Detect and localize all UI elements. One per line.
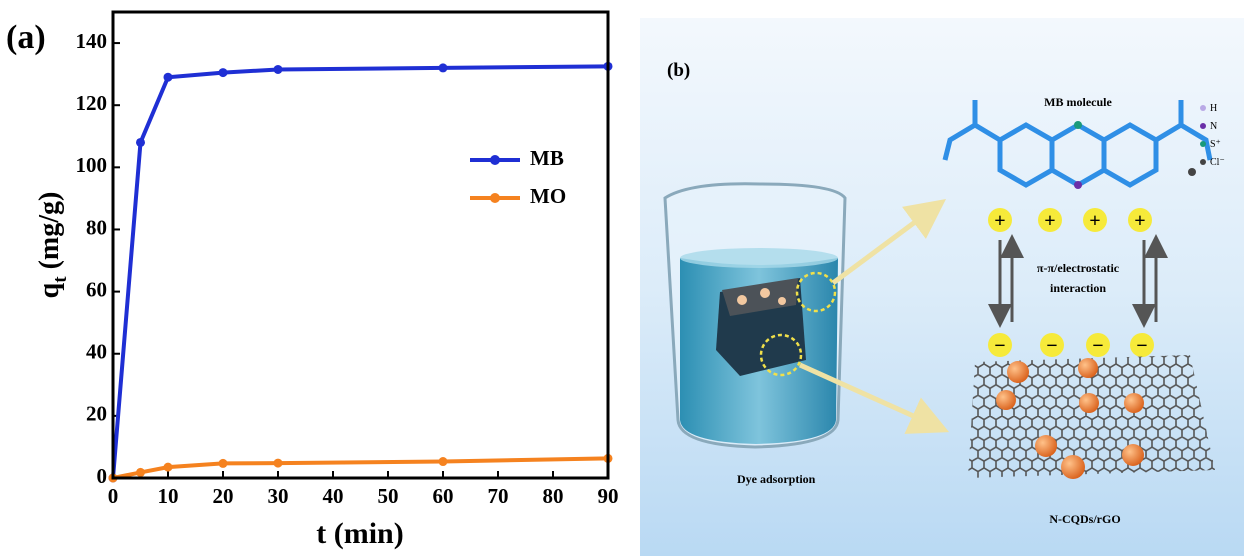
legend-text: Cl⁻ bbox=[1210, 157, 1225, 168]
legend-label: MO bbox=[530, 184, 566, 208]
figure: (a) t (min) qt (mg/g) 020406080100120140… bbox=[0, 0, 1244, 556]
molecule-title: MB molecule bbox=[1044, 95, 1112, 109]
x-tick-label: 10 bbox=[158, 484, 179, 508]
x-tick-label: 60 bbox=[433, 484, 454, 508]
series-line bbox=[113, 66, 608, 478]
panel-label: (a) bbox=[6, 19, 46, 56]
material-label: N-CQDs/rGO bbox=[1049, 512, 1120, 526]
y-tick-label: 120 bbox=[76, 91, 108, 115]
y-tick-label: 20 bbox=[86, 402, 107, 426]
charge-sign: − bbox=[1092, 335, 1103, 357]
y-tick-label: 80 bbox=[86, 215, 107, 239]
legend-text: H bbox=[1210, 103, 1217, 114]
y-tick-label: 100 bbox=[76, 153, 108, 177]
legend-label: MB bbox=[530, 146, 564, 170]
data-point bbox=[136, 468, 145, 477]
x-axis-label: t (min) bbox=[316, 517, 403, 550]
interaction-label: π-π/electrostatic bbox=[1037, 261, 1120, 275]
x-tick-label: 80 bbox=[543, 484, 564, 508]
data-point bbox=[274, 459, 283, 468]
legend-text: N bbox=[1210, 121, 1217, 132]
charge-sign: + bbox=[1089, 210, 1100, 232]
legend-text: S⁺ bbox=[1210, 139, 1221, 150]
y-tick-label: 60 bbox=[86, 277, 107, 301]
data-point bbox=[439, 457, 448, 466]
y-label-unit: (mg/g) bbox=[34, 192, 65, 277]
x-tick-label: 30 bbox=[268, 484, 289, 508]
charge-sign: + bbox=[1044, 210, 1055, 232]
charge-sign: + bbox=[1134, 210, 1145, 232]
y-label-main: q bbox=[34, 282, 65, 298]
y-tick-label: 40 bbox=[86, 340, 107, 364]
charge-sign: − bbox=[1046, 335, 1057, 357]
data-point bbox=[219, 459, 228, 468]
y-tick-label: 140 bbox=[76, 29, 108, 53]
plot-frame bbox=[113, 12, 608, 478]
y-axis-label: qt (mg/g) bbox=[34, 192, 71, 299]
panel-label: (b) bbox=[667, 60, 690, 81]
x-tick-label: 20 bbox=[213, 484, 234, 508]
legend-marker bbox=[490, 155, 500, 165]
diagram-panel: (b) Dye adsorption MB molecule bbox=[640, 18, 1244, 556]
beaker-label: Dye adsorption bbox=[737, 472, 816, 486]
charge-sign: − bbox=[1136, 335, 1147, 357]
data-point bbox=[439, 63, 448, 72]
charge-sign: + bbox=[994, 210, 1005, 232]
data-point bbox=[136, 138, 145, 147]
data-point bbox=[219, 68, 228, 77]
interaction-label: interaction bbox=[1050, 281, 1106, 295]
chart-panel: (a) t (min) qt (mg/g) 020406080100120140… bbox=[6, 12, 619, 550]
data-point bbox=[164, 463, 173, 472]
series-line bbox=[113, 458, 608, 478]
x-tick-label: 90 bbox=[598, 484, 619, 508]
x-tick-label: 70 bbox=[488, 484, 509, 508]
x-tick-label: 0 bbox=[108, 484, 119, 508]
y-tick-label: 0 bbox=[97, 464, 108, 488]
data-point bbox=[164, 73, 173, 82]
x-tick-label: 50 bbox=[378, 484, 399, 508]
graphene-sheet bbox=[968, 355, 1215, 479]
legend-marker bbox=[490, 193, 500, 203]
data-point bbox=[274, 65, 283, 74]
charge-sign: − bbox=[994, 335, 1005, 357]
x-tick-label: 40 bbox=[323, 484, 344, 508]
